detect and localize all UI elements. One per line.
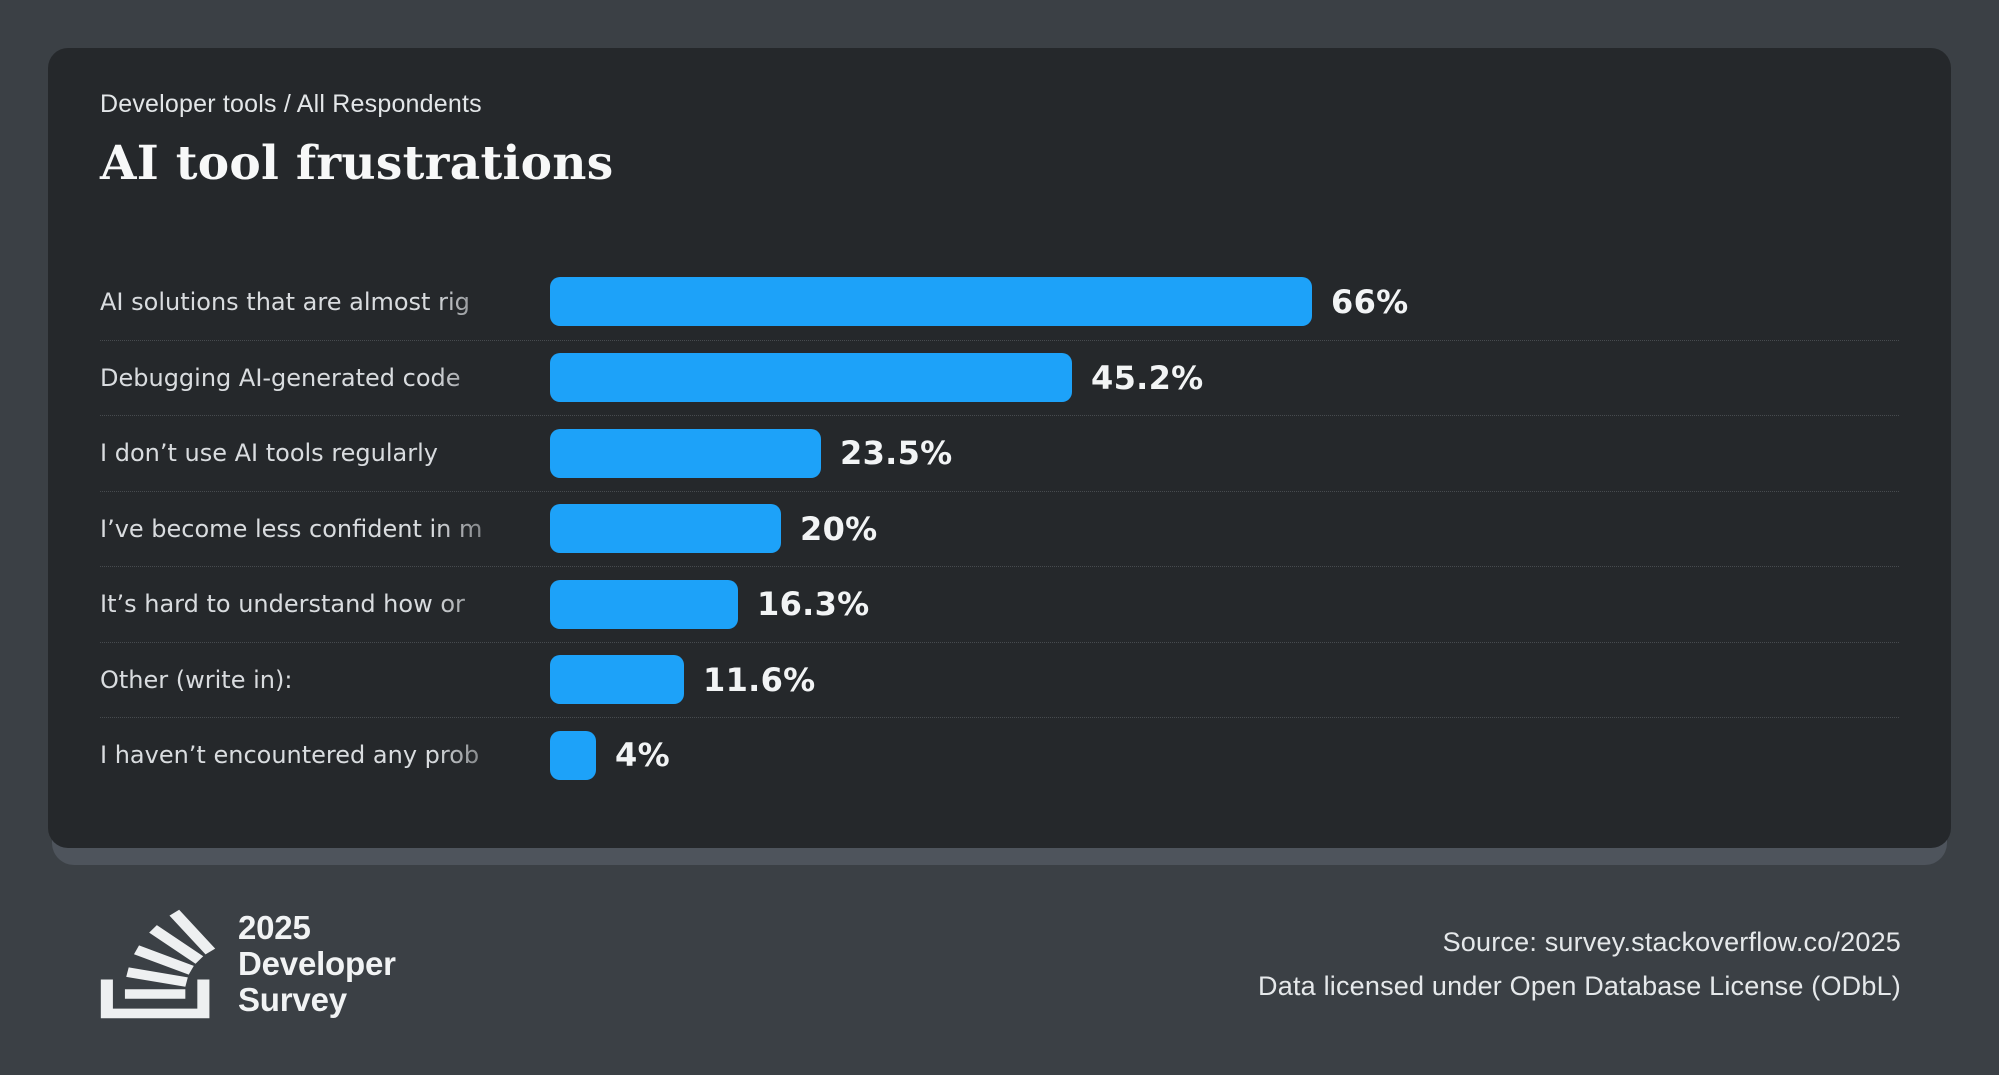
chart-row: I don’t use AI tools regularly 23.5% xyxy=(100,415,1899,491)
chart-row: Other (write in): 11.6% xyxy=(100,641,1899,718)
category-label: AI solutions that are almost rig xyxy=(100,287,470,316)
chart-row: I haven’t encountered any prob 4% xyxy=(100,717,1899,793)
value-bar xyxy=(550,353,1072,403)
value-bar xyxy=(550,730,596,780)
bar-track: 23.5% xyxy=(550,416,1899,491)
bar-chart: AI solutions that are almost rig 66% Debug… xyxy=(100,264,1899,793)
value-label: 4% xyxy=(615,736,670,775)
bar-track: 11.6% xyxy=(550,643,1899,718)
bar-track: 66% xyxy=(550,264,1899,340)
value-bar xyxy=(550,579,738,629)
value-bar xyxy=(550,277,1312,327)
logo-line-survey: Survey xyxy=(238,981,347,1018)
category-label: Other (write in): xyxy=(100,665,293,694)
source-line: Source: survey.stackoverflow.co/2025 xyxy=(1442,927,1901,957)
logo-text: 2025 Developer Survey xyxy=(238,910,396,1018)
breadcrumb: Developer tools / All Respondents xyxy=(100,90,482,118)
stackoverflow-icon xyxy=(100,909,216,1019)
chart-row: Debugging AI-generated code 45.2% xyxy=(100,339,1899,416)
page-title: AI tool frustrations xyxy=(100,136,614,191)
source-attribution: Source: survey.stackoverflow.co/2025 Dat… xyxy=(1258,920,1901,1008)
value-label: 66% xyxy=(1331,282,1409,321)
bar-track: 20% xyxy=(550,492,1899,567)
category-label: Debugging AI-generated code xyxy=(100,363,461,392)
value-label: 23.5% xyxy=(840,434,953,473)
category-label: I’ve become less confident in m xyxy=(100,514,483,543)
chart-row: It’s hard to understand how or 16.3% xyxy=(100,566,1899,642)
chart-card: Developer tools / All Respondents AI too… xyxy=(48,48,1951,865)
footer: 2025 Developer Survey Source: survey.sta… xyxy=(100,896,1901,1032)
stackoverflow-logo: 2025 Developer Survey xyxy=(100,902,396,1026)
bar-track: 4% xyxy=(550,718,1899,793)
license-line: Data licensed under Open Database Licens… xyxy=(1258,971,1901,1001)
value-label: 11.6% xyxy=(703,660,816,699)
category-label: I don’t use AI tools regularly xyxy=(100,439,438,468)
category-label: I haven’t encountered any prob xyxy=(100,741,480,770)
card-surface: Developer tools / All Respondents AI too… xyxy=(48,48,1951,848)
value-label: 20% xyxy=(800,509,878,548)
value-label: 45.2% xyxy=(1091,358,1204,397)
logo-line-developer: Developer xyxy=(238,945,396,982)
category-label: It’s hard to understand how or xyxy=(100,590,465,619)
bar-track: 16.3% xyxy=(550,567,1899,642)
value-bar xyxy=(550,655,684,705)
bar-track: 45.2% xyxy=(550,341,1899,416)
value-bar xyxy=(550,504,781,554)
value-bar xyxy=(550,428,821,478)
chart-row: AI solutions that are almost rig 66% xyxy=(100,264,1899,340)
logo-line-year: 2025 xyxy=(238,909,311,946)
value-label: 16.3% xyxy=(757,585,870,624)
chart-row: I’ve become less confident in m 20% xyxy=(100,490,1899,567)
